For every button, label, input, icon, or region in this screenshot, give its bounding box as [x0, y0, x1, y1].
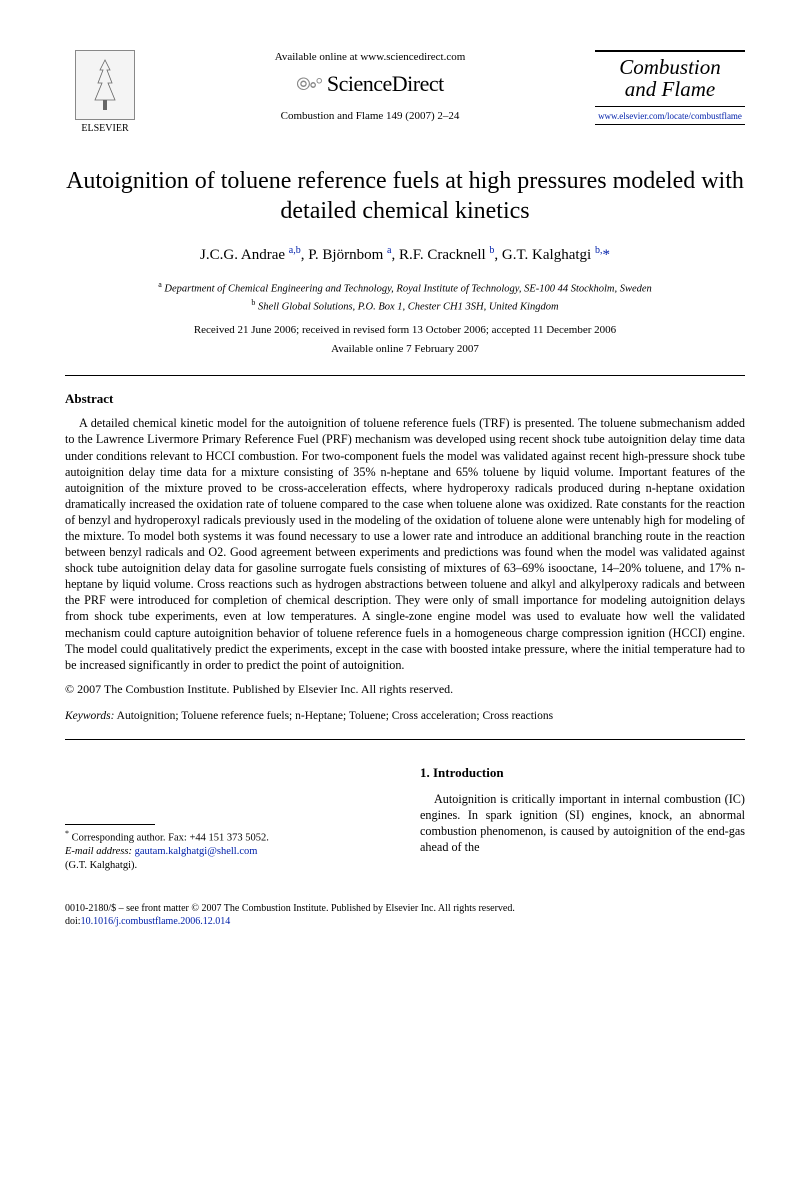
doi-label: doi:: [65, 916, 81, 927]
right-column: 1. Introduction Autoignition is critical…: [420, 764, 745, 874]
tree-icon: [80, 55, 130, 115]
keywords-list: Autoignition; Toluene reference fuels; n…: [117, 710, 553, 722]
available-online-text: Available online at www.sciencedirect.co…: [155, 50, 585, 65]
two-column-region: * Corresponding author. Fax: +44 151 373…: [65, 764, 745, 874]
keywords-label: Keywords:: [65, 710, 114, 722]
keywords-line: Keywords: Autoignition; Toluene referenc…: [65, 709, 745, 725]
journal-reference: Combustion and Flame 149 (2007) 2–24: [155, 109, 585, 124]
bottom-rule: [65, 739, 745, 740]
left-column: * Corresponding author. Fax: +44 151 373…: [65, 764, 390, 874]
corr-line1: Corresponding author. Fax: +44 151 373 5…: [72, 832, 269, 843]
header-row: ELSEVIER Available online at www.science…: [65, 50, 745, 136]
abstract-heading: Abstract: [65, 390, 745, 408]
journal-box-rule: [595, 106, 745, 107]
intro-body: Autoignition is critically important in …: [420, 791, 745, 855]
footer-line: 0010-2180/$ – see front matter © 2007 Th…: [65, 903, 515, 914]
corr-email[interactable]: gautam.kalghatgi@shell.com: [135, 846, 258, 857]
sd-swirl-icon: ⦾∘°: [296, 72, 321, 96]
journal-name-line1: Combustion: [595, 56, 745, 78]
abstract-copyright: © 2007 The Combustion Institute. Publish…: [65, 681, 745, 697]
affiliation-b: Shell Global Solutions, P.O. Box 1, Ches…: [258, 301, 559, 312]
journal-url[interactable]: www.elsevier.com/locate/combustflame: [595, 110, 745, 122]
authors-line: J.C.G. Andrae a,b, P. Björnbom a, R.F. C…: [65, 244, 745, 265]
doi-link[interactable]: 10.1016/j.combustflame.2006.12.014: [81, 916, 231, 927]
abstract-body: A detailed chemical kinetic model for th…: [65, 415, 745, 673]
available-online-date: Available online 7 February 2007: [65, 342, 745, 357]
page-root: ELSEVIER Available online at www.science…: [0, 0, 810, 968]
received-dates: Received 21 June 2006; received in revis…: [65, 323, 745, 338]
center-header: Available online at www.sciencedirect.co…: [145, 50, 595, 123]
email-label: E-mail address:: [65, 846, 132, 857]
corresponding-author-block: * Corresponding author. Fax: +44 151 373…: [65, 829, 390, 874]
intro-heading: 1. Introduction: [420, 764, 745, 781]
affiliations: a Department of Chemical Engineering and…: [65, 279, 745, 315]
corresponding-rule: [65, 824, 155, 825]
elsevier-tree-icon: [75, 50, 135, 120]
journal-box: Combustion and Flame www.elsevier.com/lo…: [595, 50, 745, 125]
article-title: Autoignition of toluene reference fuels …: [65, 166, 745, 226]
abstract-text: A detailed chemical kinetic model for th…: [65, 416, 745, 671]
top-rule: [65, 375, 745, 376]
page-footer: 0010-2180/$ – see front matter © 2007 Th…: [65, 902, 745, 928]
journal-name-line2: and Flame: [595, 78, 745, 100]
intro-text: Autoignition is critically important in …: [420, 792, 745, 854]
corr-person: (G.T. Kalghatgi).: [65, 860, 137, 871]
publisher-block: ELSEVIER: [65, 50, 145, 136]
affiliation-a: Department of Chemical Engineering and T…: [164, 283, 651, 294]
publisher-name: ELSEVIER: [65, 122, 145, 136]
sciencedirect-logo: ⦾∘° ScienceDirect: [155, 69, 585, 99]
sd-text: ScienceDirect: [327, 69, 444, 99]
